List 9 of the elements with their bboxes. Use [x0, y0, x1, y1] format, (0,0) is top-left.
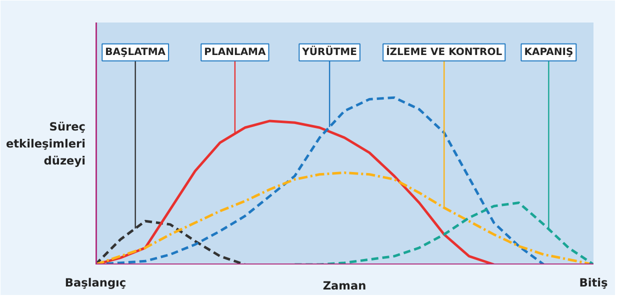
x-axis-title: Zaman	[322, 278, 366, 292]
text: BAŞLATMA	[105, 46, 166, 58]
text: PLANLAMA	[204, 46, 266, 58]
y-axis-title: Süreç etkileşimleri düzeyi	[6, 120, 86, 168]
text: İZLEME VE KONTROL	[386, 44, 503, 58]
x-tick-label: Başlangıç	[64, 276, 126, 290]
x-tick-label: Bitiş	[579, 276, 608, 290]
text: YÜRÜTME	[301, 44, 358, 58]
text: KAPANIŞ	[524, 46, 574, 58]
